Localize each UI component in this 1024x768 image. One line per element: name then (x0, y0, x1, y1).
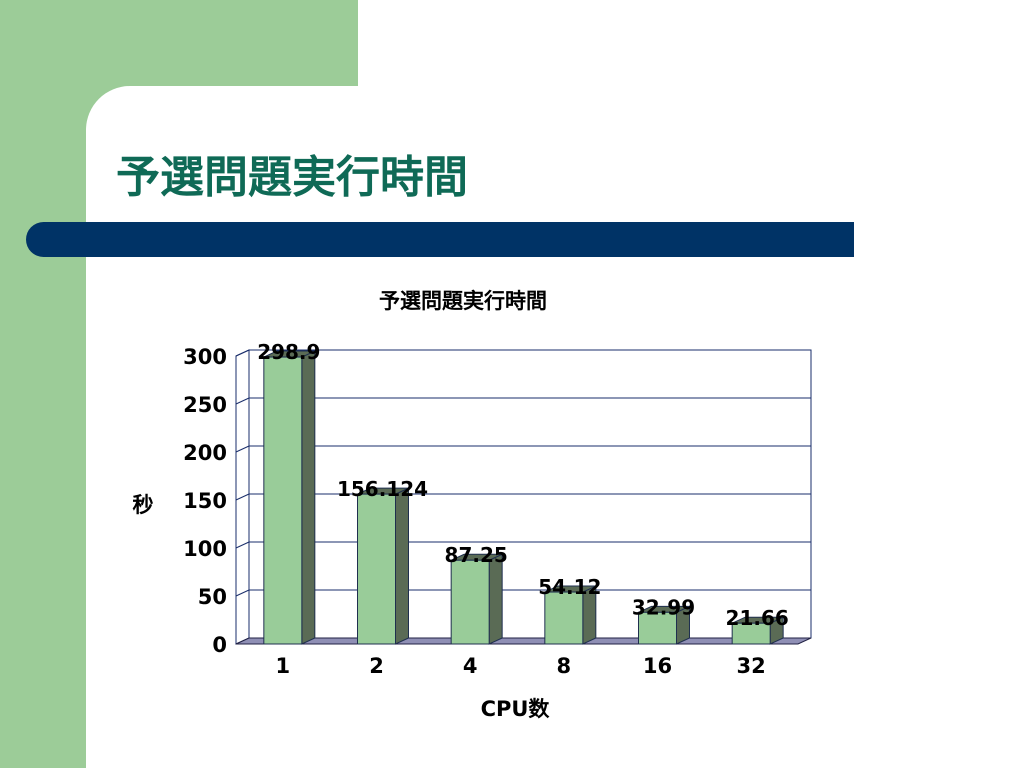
bar-side (395, 487, 409, 645)
y-tick-label: 300 (183, 345, 227, 369)
bar (450, 559, 490, 645)
y-tick-label: 150 (183, 489, 227, 513)
gridline-diagonal (235, 349, 250, 357)
gridline-diagonal (235, 589, 250, 597)
slide-title: 予選問題実行時間 (116, 152, 468, 203)
x-tick-label: 2 (369, 654, 384, 678)
gridline-diagonal (235, 397, 250, 405)
x-tick-label: 8 (557, 654, 572, 678)
bar-side (488, 553, 503, 645)
bar-side (301, 350, 316, 645)
gridline-diagonal (235, 541, 250, 549)
gridline-diagonal (235, 493, 250, 501)
data-label: 54.12 (538, 575, 601, 599)
x-tick-label: 1 (276, 654, 291, 678)
data-label: 156.124 (337, 477, 428, 501)
gridline-diagonal (235, 445, 250, 453)
y-tick-label: 100 (183, 537, 227, 561)
bar (731, 622, 771, 645)
bar (263, 356, 303, 645)
data-label: 21.66 (726, 606, 789, 630)
x-tick-label: 32 (737, 654, 766, 678)
y-tick-label: 200 (183, 441, 227, 465)
data-label: 298.9 (257, 340, 320, 364)
chart-floor (235, 637, 812, 645)
data-label: 87.25 (445, 543, 508, 567)
y-tick-label: 250 (183, 393, 227, 417)
y-tick-label: 0 (212, 633, 227, 657)
bar (638, 611, 677, 645)
x-tick-label: 16 (643, 654, 672, 678)
x-tick-label: 4 (463, 654, 478, 678)
title-underline-bar (26, 222, 854, 257)
y-axis-title: 秒 (133, 493, 154, 517)
bar (357, 493, 396, 645)
chart-bars (263, 350, 784, 645)
x-axis-title: CPU数 (481, 697, 551, 721)
chart-plot-area (235, 349, 812, 645)
bar (544, 591, 584, 645)
chart-title: 予選問題実行時間 (379, 289, 547, 313)
data-label: 32.99 (632, 595, 695, 619)
chart-labels: 0 50 100 150 200 250 300 298.9 1 156.124 2 87.25 4 54… (183, 340, 789, 678)
y-tick-label: 50 (198, 585, 227, 609)
